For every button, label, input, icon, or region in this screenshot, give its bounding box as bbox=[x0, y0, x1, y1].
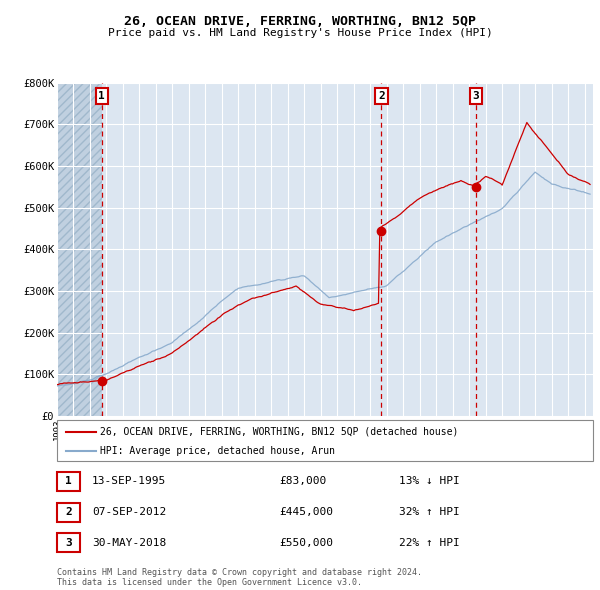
Text: Price paid vs. HM Land Registry's House Price Index (HPI): Price paid vs. HM Land Registry's House … bbox=[107, 28, 493, 38]
Text: 32% ↑ HPI: 32% ↑ HPI bbox=[399, 507, 460, 517]
Text: £445,000: £445,000 bbox=[279, 507, 333, 517]
Bar bbox=[57, 83, 101, 416]
Text: 30-MAY-2018: 30-MAY-2018 bbox=[92, 538, 166, 548]
Text: 22% ↑ HPI: 22% ↑ HPI bbox=[399, 538, 460, 548]
Text: 13-SEP-1995: 13-SEP-1995 bbox=[92, 477, 166, 486]
Text: 13% ↓ HPI: 13% ↓ HPI bbox=[399, 477, 460, 486]
Text: 3: 3 bbox=[65, 538, 72, 548]
Text: 2: 2 bbox=[378, 91, 385, 101]
Text: 26, OCEAN DRIVE, FERRING, WORTHING, BN12 5QP: 26, OCEAN DRIVE, FERRING, WORTHING, BN12… bbox=[124, 15, 476, 28]
Text: HPI: Average price, detached house, Arun: HPI: Average price, detached house, Arun bbox=[100, 445, 335, 455]
Text: 1: 1 bbox=[65, 477, 72, 486]
Text: 26, OCEAN DRIVE, FERRING, WORTHING, BN12 5QP (detached house): 26, OCEAN DRIVE, FERRING, WORTHING, BN12… bbox=[100, 427, 458, 437]
Text: 2: 2 bbox=[65, 507, 72, 517]
Text: Contains HM Land Registry data © Crown copyright and database right 2024.
This d: Contains HM Land Registry data © Crown c… bbox=[57, 568, 422, 587]
Text: £83,000: £83,000 bbox=[279, 477, 326, 486]
Text: £550,000: £550,000 bbox=[279, 538, 333, 548]
Text: 3: 3 bbox=[473, 91, 479, 101]
Text: 07-SEP-2012: 07-SEP-2012 bbox=[92, 507, 166, 517]
Text: 1: 1 bbox=[98, 91, 105, 101]
